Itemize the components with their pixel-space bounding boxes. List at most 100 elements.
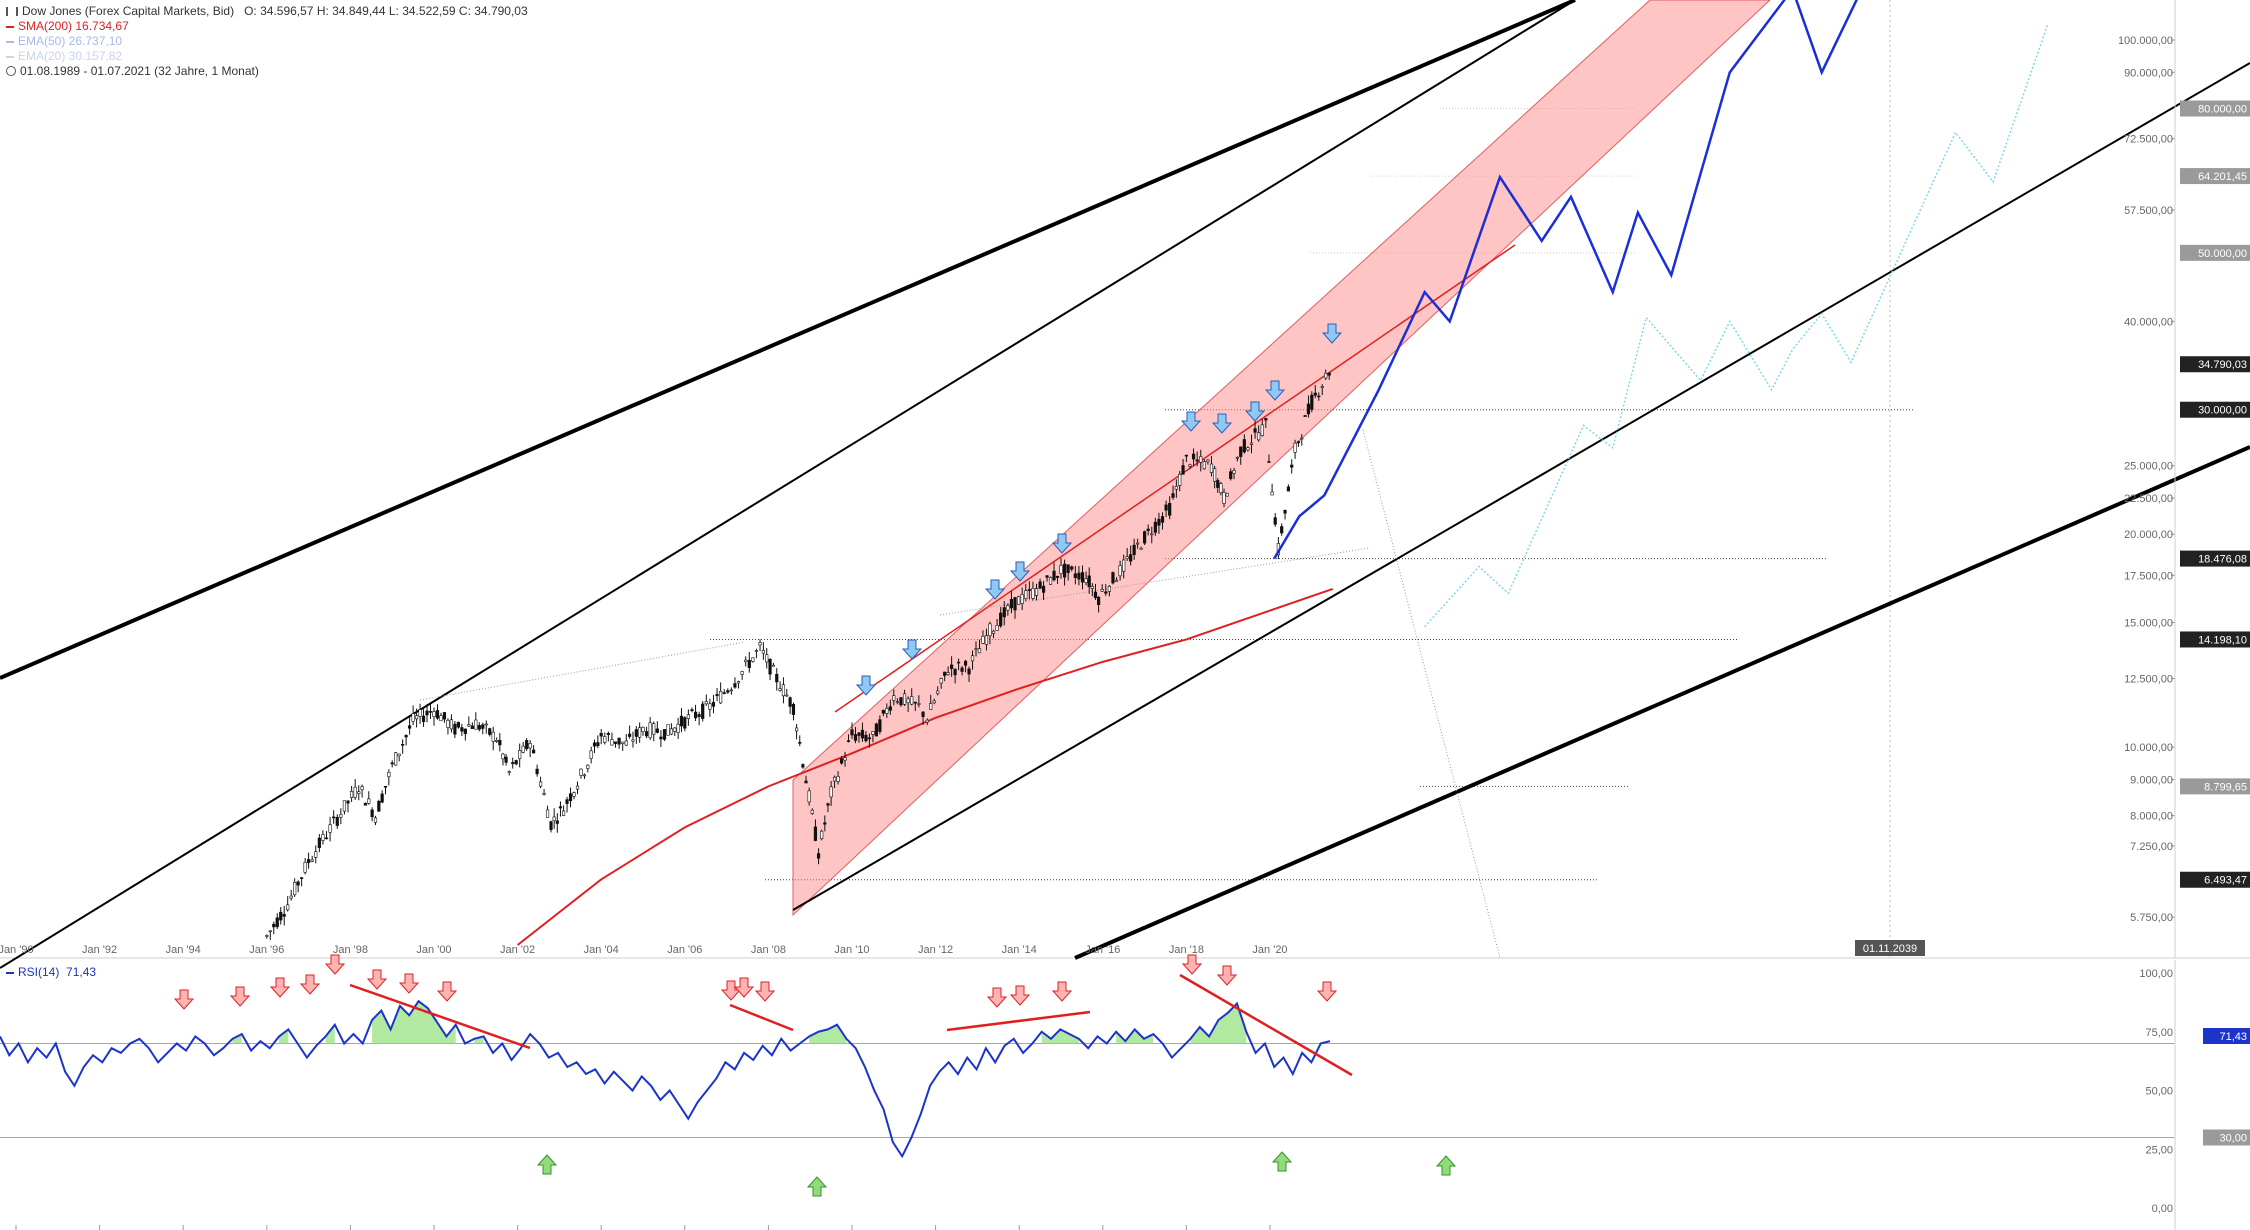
candle-body [1020,594,1024,604]
candle-body [1280,526,1284,534]
ema20-label: EMA(20) 30.157,82 [18,49,123,63]
price-tag-3 [2180,356,2250,373]
candle-body [839,758,844,764]
candle-body [401,744,405,746]
candle-body [1225,492,1229,497]
rsi-legend[interactable]: RSI(14) 71,43 [6,965,96,979]
rsi-overbought-fill [809,1024,847,1044]
candle-body [514,760,518,765]
candle-body [816,853,821,859]
candle-body [1097,597,1101,605]
candle-body [390,762,394,765]
candle-body [846,740,851,742]
rsi-label: RSI(14) [18,965,60,979]
candle-body [999,612,1003,627]
candle-body [943,671,947,676]
candle-body [778,688,782,691]
candle-body [1084,578,1088,583]
rsi-tick-label: 0,00 [2152,1203,2173,1215]
candle-body [878,719,882,732]
candle-body [977,648,982,654]
candle-body [1320,386,1324,388]
x-tick-label: Jan '94 [166,944,201,956]
rsi-current-tag [2203,1028,2250,1044]
price-tag-label: 50.000,00 [2198,248,2247,260]
candle-body [1002,607,1006,618]
candle-body [446,719,450,728]
arrow-down-icon [720,980,742,1001]
candle-body [950,664,954,669]
candle-body [1290,464,1294,468]
projection-path-cyan [1424,24,2049,628]
candle-body [367,798,371,804]
candle-body [1107,586,1111,592]
candle-body [414,715,419,720]
candle-body [719,691,723,704]
candle-body [603,736,607,743]
candle-body [1313,392,1317,396]
candle-body [511,762,515,765]
y-tick-label: 9.000,00 [2130,774,2173,786]
candle-body [892,695,896,701]
rsi-divergence-line-0 [349,983,531,1050]
candle-body [1073,573,1077,578]
candle-body [1191,453,1196,460]
candle-body [829,786,833,798]
arrow-down-icon [1211,413,1233,434]
candle-body [666,724,670,736]
arrow-down-icon [229,986,251,1007]
candle-body [1013,597,1017,611]
candle-body [418,709,422,717]
candle-body [1017,596,1021,605]
candle-body [332,816,336,819]
candle-body [686,714,690,719]
legend-sma200[interactable]: SMA(200) 16.734,67 [6,19,528,34]
arrow-down-shape [1216,965,1238,986]
candle-body [404,735,408,738]
ema50-label: EMA(50) 26.737,10 [18,34,123,48]
candle-body [693,711,698,719]
candle-body [575,785,580,790]
arrow-down-shape [1321,323,1343,344]
candle-body [1090,586,1094,589]
candle-body [1024,590,1028,599]
candle-body [899,697,903,706]
candle-body [1306,403,1311,415]
candle-body [306,859,311,863]
candle-body [549,821,553,830]
candle-body [411,713,415,722]
candle-body [1270,491,1274,496]
candle-body [1209,463,1214,473]
rsi-overbought-fill [474,1036,484,1044]
y-tick-label: 7.250,00 [2130,841,2173,853]
arrow-down-shape [855,675,877,696]
rsi-overbought-fill [325,1024,335,1044]
candle-body [470,725,474,730]
candle-body [624,740,628,746]
arrow-down-shape [173,989,195,1010]
rsi-divergence-line-1 [729,1003,794,1032]
legend-range: 01.08.1989 - 01.07.2021 (32 Jahre, 1 Mon… [6,64,528,79]
candle-body [1059,565,1063,574]
candle-body [435,710,440,719]
candle-body [1146,528,1150,531]
candle-body [552,816,556,821]
arrow-down-icon [984,579,1006,600]
candle-body [917,703,921,705]
legend-ema20[interactable]: EMA(20) 30.157,82 [6,49,528,64]
candle-body [652,723,656,735]
legend-ema50[interactable]: EMA(50) 26.737,10 [6,34,528,49]
price-tag-6 [2180,631,2250,648]
y-tick-label: 25.000,00 [2124,461,2173,473]
arrow-down-icon [1009,985,1031,1006]
projection-layer [1273,0,2049,628]
arrow-down-shape [1009,985,1031,1006]
rsi-overbought-fill [279,1029,289,1044]
rsi-layer: 100,00 75,00 50,00 25,00 0,00 71,43 30,00 [0,954,2250,1230]
arrow-down-icon [1181,954,1203,975]
rsi-tick-label: 100,00 [2139,968,2173,980]
candle-body [518,750,522,760]
candle-body [397,753,401,757]
